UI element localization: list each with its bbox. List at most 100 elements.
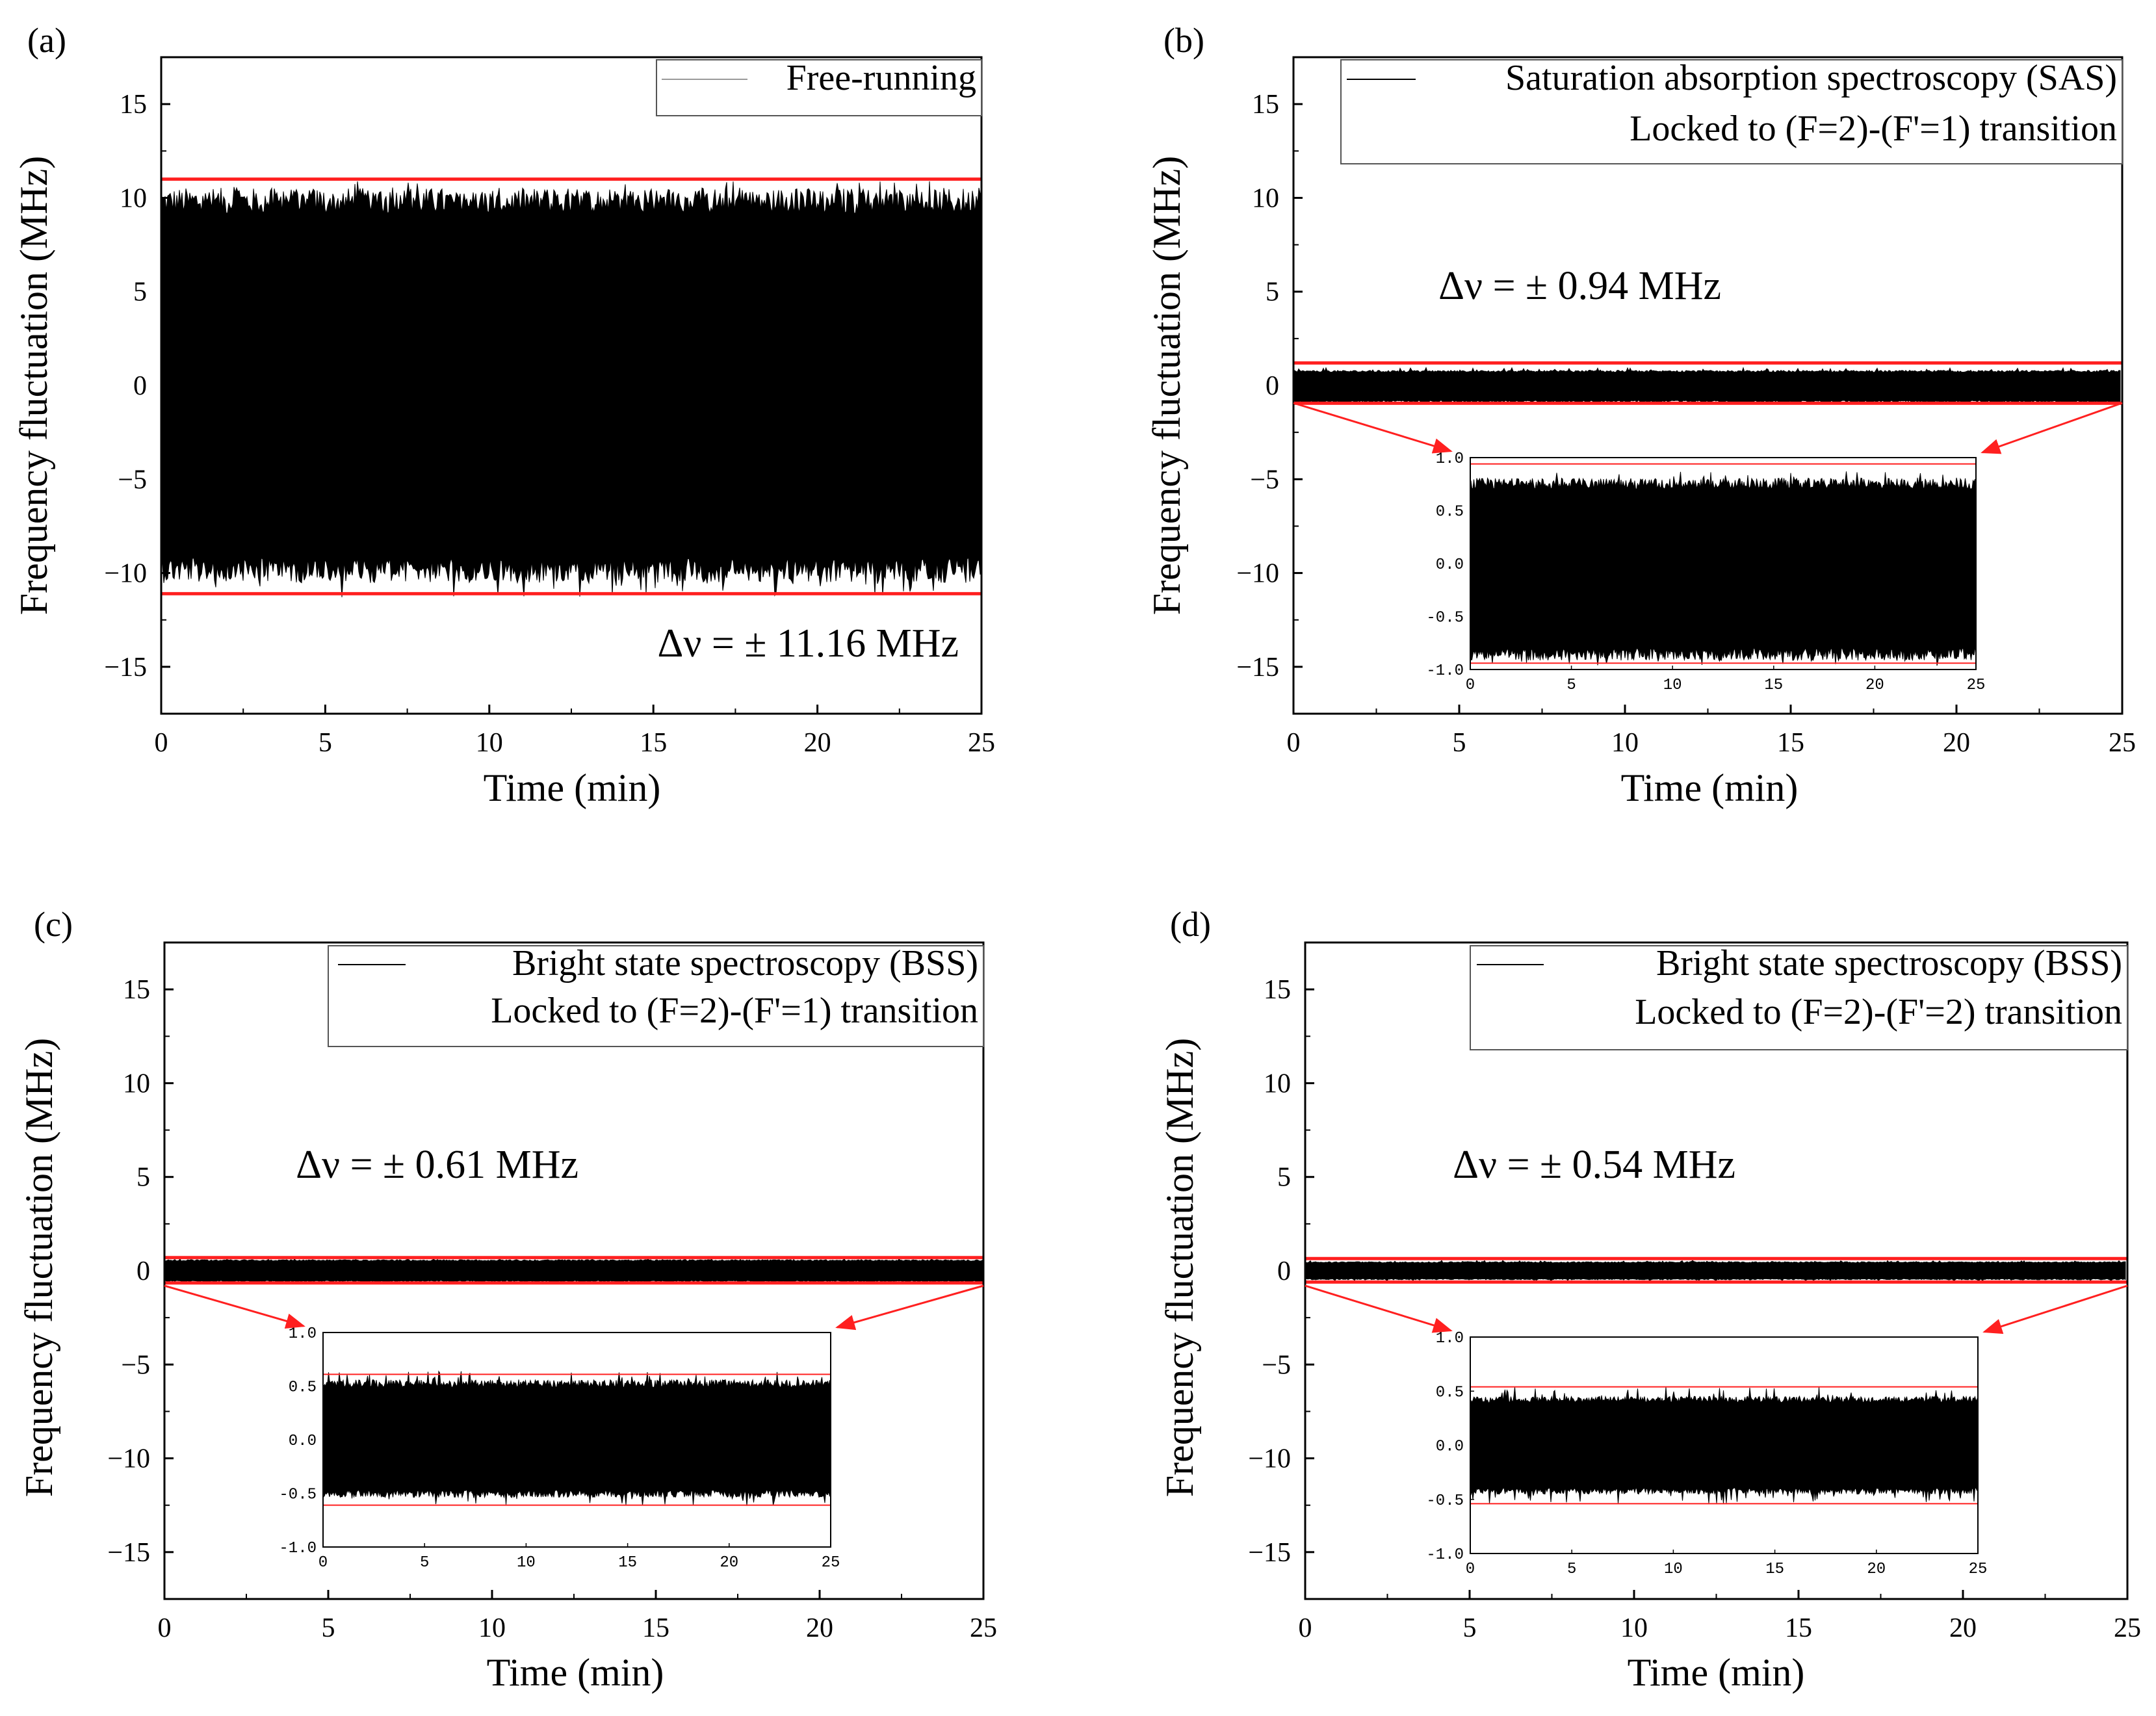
x-tick-label: 20	[1949, 1613, 1977, 1643]
x-tick-label: 5	[322, 1613, 335, 1643]
y-tick-label: 5	[1266, 278, 1279, 307]
y-tick-label: 15	[120, 90, 147, 120]
y-tick-label: −15	[107, 1538, 150, 1568]
y-tick-label: −10	[1248, 1444, 1291, 1474]
inset-y-tick-label: 0.5	[289, 1379, 317, 1397]
inset-x-tick-label: 10	[1664, 1561, 1683, 1578]
y-axis-label: Frequency fluctuation (MHz)	[18, 1038, 60, 1497]
y-tick-label: 0	[133, 371, 147, 401]
inset-x-tick-label: 0	[1466, 677, 1475, 694]
inset-y-tick-label: 1.0	[289, 1325, 317, 1343]
y-axis-label: Frequency fluctuation (MHz)	[1145, 156, 1188, 615]
inset-chart: 0 5 10 15 20 25 1.0 0.5 0.0 -0.5 -1.0	[1426, 450, 1985, 694]
inset-y-tick-label: -0.5	[1426, 1492, 1464, 1510]
x-tick-label: 5	[1463, 1613, 1477, 1643]
inset-trace	[1470, 1386, 1977, 1504]
x-tick-label: 25	[968, 728, 995, 758]
inset-x-tick-label: 15	[1765, 1561, 1784, 1578]
inset-x-tick-label: 25	[1967, 677, 1986, 694]
y-tick-label: 5	[136, 1163, 150, 1193]
linewidth-annotation: Δν = ± 0.61 MHz	[296, 1143, 578, 1187]
y-tick-label: −5	[1250, 465, 1279, 495]
x-tick-label: 0	[155, 728, 168, 758]
y-tick-label: 10	[120, 183, 147, 213]
legend-entry: Saturation absorption spectroscopy (SAS)	[1505, 58, 2117, 98]
legend-entry: Locked to (F=2)-(F'=1) transition	[1630, 109, 2117, 149]
legend: Free-running	[656, 58, 982, 116]
legend-entry: Bright state spectroscopy (BSS)	[1656, 943, 2122, 983]
panel-label: (a)	[27, 21, 66, 60]
linewidth-annotation: Δν = ± 0.54 MHz	[1453, 1143, 1735, 1187]
y-tick-label: −10	[104, 559, 147, 589]
inset-y-tick-label: 0.0	[289, 1433, 317, 1450]
inset-x-tick-label: 25	[822, 1554, 840, 1572]
y-tick-label: 10	[1264, 1069, 1291, 1098]
y-tick-label: 5	[1277, 1163, 1291, 1193]
legend-entry: Locked to (F=2)-(F'=1) transition	[491, 991, 978, 1031]
inset-chart: 0 5 10 15 20 25 1.0 0.5 0.0 -0.5 -1.0	[1426, 1330, 1987, 1578]
series-trace	[162, 181, 981, 597]
y-tick-label: 0	[1277, 1256, 1291, 1286]
panel-label: (c)	[34, 905, 73, 944]
y-tick-label: 0	[136, 1256, 150, 1286]
x-tick-label: 25	[970, 1613, 997, 1643]
inset-trace	[1470, 471, 1975, 666]
x-tick-label: 15	[1777, 728, 1804, 758]
x-tick-label: 10	[1611, 728, 1639, 758]
inset-x-tick-label: 20	[720, 1554, 738, 1572]
inset-y-tick-label: 0.5	[1436, 1384, 1464, 1401]
zoom-arrow-left	[1293, 402, 1453, 454]
series-trace	[1294, 367, 2121, 404]
x-tick-label: 15	[1785, 1613, 1812, 1643]
series-trace	[1306, 1260, 2126, 1282]
legend-entry: Locked to (F=2)-(F'=2) transition	[1635, 992, 2122, 1032]
y-tick-label: −15	[1248, 1538, 1291, 1568]
legend-box	[656, 59, 982, 116]
inset-y-tick-label: 0.0	[1436, 1438, 1464, 1456]
series-trace	[165, 1258, 983, 1283]
x-tick-label: 25	[2114, 1613, 2141, 1643]
inset-x-tick-label: 15	[1764, 677, 1783, 694]
chart-panel-b: (b) 0 5 10 15 20 25 15 10 5 0 −5 −10 −15 Time (min) Fre…	[1145, 21, 2136, 809]
panel-label: (b)	[1163, 21, 1204, 60]
y-tick-label: −15	[1236, 653, 1279, 682]
x-tick-label: 25	[2109, 728, 2136, 758]
legend-box	[1470, 945, 2128, 1050]
chart-panel-d: (d) 0 5 10 15 20 25 15 10 5 0 −5 −10 −15 Time (min) Fre…	[1158, 905, 2141, 1694]
linewidth-annotation: Δν = ± 11.16 MHz	[657, 621, 959, 666]
trace-group	[162, 181, 981, 597]
x-tick-label: 0	[1299, 1613, 1312, 1643]
chart-panel-c: (c) 0 5 10 15 20 25 15 10 5 0 −5 −10 −15 Time (min) Fre…	[18, 905, 997, 1694]
x-axis-label: Time (min)	[487, 1651, 664, 1694]
legend-box	[1340, 59, 2123, 164]
inset-y-tick-label: -1.0	[1426, 1546, 1464, 1564]
inset-x-tick-label: 10	[517, 1554, 536, 1572]
x-tick-label: 10	[1620, 1613, 1648, 1643]
trace-group	[165, 1258, 983, 1283]
x-axis-label: Time (min)	[1621, 766, 1799, 809]
linewidth-annotation: Δν = ± 0.94 MHz	[1438, 264, 1721, 308]
x-tick-label: 10	[478, 1613, 506, 1643]
y-tick-label: 10	[123, 1069, 150, 1098]
x-tick-label: 5	[1453, 728, 1466, 758]
y-axis-label: Frequency fluctuation (MHz)	[1158, 1038, 1201, 1497]
x-tick-label: 20	[1943, 728, 1970, 758]
y-tick-label: 15	[123, 975, 150, 1005]
y-tick-label: 0	[1266, 371, 1279, 401]
x-tick-label: 0	[1287, 728, 1301, 758]
trace-group	[1294, 367, 2121, 404]
legend: Saturation absorption spectroscopy (SAS)…	[1340, 58, 2123, 164]
inset-y-tick-label: -0.5	[1426, 610, 1464, 627]
y-tick-label: −10	[107, 1444, 150, 1474]
x-axis-label: Time (min)	[1628, 1651, 1805, 1694]
inset-y-tick-label: -1.0	[279, 1540, 317, 1557]
x-tick-label: 5	[318, 728, 332, 758]
legend: Bright state spectroscopy (BSS) Locked to…	[328, 943, 984, 1047]
y-tick-label: 15	[1264, 975, 1291, 1005]
x-axis-label: Time (min)	[484, 766, 661, 809]
x-tick-label: 15	[642, 1613, 669, 1643]
legend: Bright state spectroscopy (BSS) Locked to…	[1470, 943, 2128, 1050]
zoom-arrow-left	[164, 1284, 305, 1329]
y-tick-label: 10	[1252, 183, 1279, 213]
